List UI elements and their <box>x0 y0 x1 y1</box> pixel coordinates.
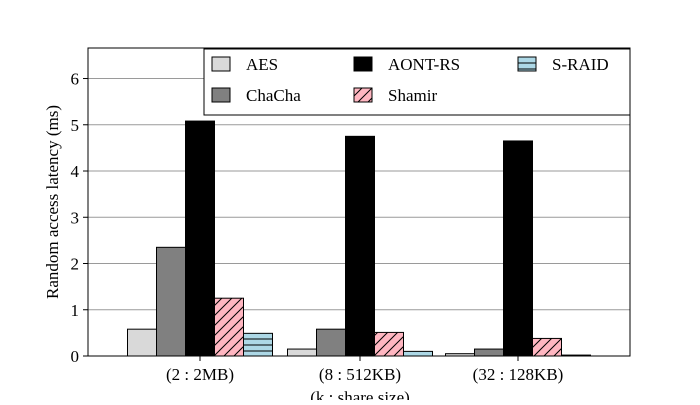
bar-aes-2-2mb <box>127 328 157 357</box>
x-tick-label-8-512kb: (8 : 512KB) <box>319 365 401 384</box>
legend-swatch-aes <box>211 56 231 72</box>
legend-label-s-raid: S-RAID <box>552 55 609 74</box>
legend-swatch-aont-rs <box>353 56 373 72</box>
y-tick-label-4: 4 <box>71 162 80 181</box>
legend-swatch-shamir <box>353 87 373 103</box>
bars <box>127 120 591 357</box>
bar-chacha-32-128kb <box>474 348 504 357</box>
bar-shamir-2-2mb <box>214 297 244 357</box>
y-tick-label-3: 3 <box>71 208 80 227</box>
x-tick-label-2-2mb: (2 : 2MB) <box>166 365 234 384</box>
bar-s-raid-8-512kb <box>403 350 433 357</box>
bar-aont-rs-2-2mb <box>185 120 215 357</box>
bar-shamir-32-128kb <box>532 337 562 357</box>
y-tick-label-5: 5 <box>71 116 80 135</box>
bar-shamir-8-512kb <box>374 331 404 357</box>
legend-label-chacha: ChaCha <box>246 86 301 105</box>
bar-aont-rs-32-128kb <box>503 140 533 357</box>
y-axis-title: Random access latency (ms) <box>43 105 62 299</box>
legend-swatch-chacha <box>211 87 231 103</box>
legend-label-shamir: Shamir <box>388 86 437 105</box>
y-tick-label-0: 0 <box>71 347 80 366</box>
legend-swatch-s-raid <box>517 56 537 72</box>
legend-box <box>203 48 631 116</box>
bar-s-raid-2-2mb <box>243 332 273 357</box>
y-tick-label-1: 1 <box>71 301 80 320</box>
bar-chacha-2-2mb <box>156 246 186 357</box>
bar-aont-rs-8-512kb <box>345 135 375 357</box>
x-tick-label-32-128kb: (32 : 128KB) <box>473 365 564 384</box>
bar-aes-8-512kb <box>287 348 317 357</box>
legend-label-aes: AES <box>246 55 278 74</box>
plot-frame <box>87 47 631 357</box>
legend: AES AONT-RS S-RAID ChaCha Shamir <box>203 48 631 116</box>
x-axis-title: (k : share size) <box>310 388 410 400</box>
y-tick-label-2: 2 <box>71 255 80 274</box>
y-tick-label-6: 6 <box>71 70 80 89</box>
legend-label-aont-rs: AONT-RS <box>388 55 460 74</box>
bar-chacha-8-512kb <box>316 328 346 357</box>
axes: 0 1 2 3 4 5 6 (2 : 2MB) (8 : 512KB) (32 : 128KB) <box>71 47 631 384</box>
